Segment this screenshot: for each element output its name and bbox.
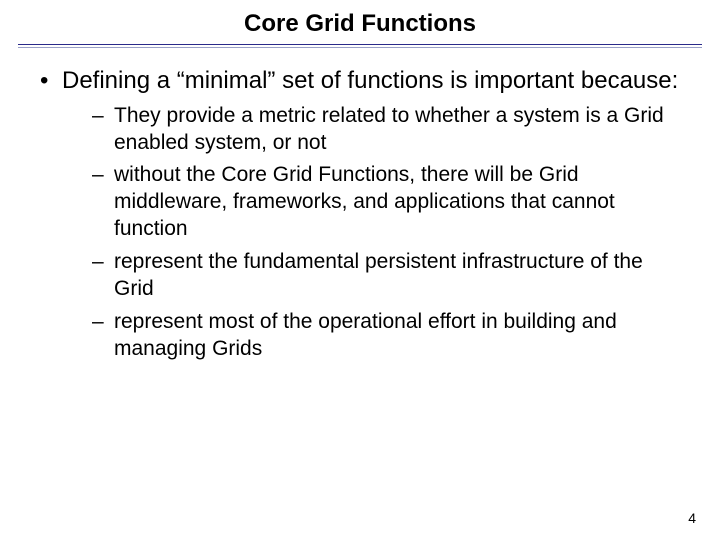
sub-bullet-text: They provide a metric related to whether… <box>114 104 664 154</box>
bullet-list-level2: They provide a metric related to whether… <box>62 103 680 363</box>
sub-bullet-item: They provide a metric related to whether… <box>92 103 680 157</box>
bullet-list-level1: Defining a “minimal” set of functions is… <box>40 66 680 363</box>
sub-bullet-text: without the Core Grid Functions, there w… <box>114 163 615 240</box>
sub-bullet-item: represent most of the operational effort… <box>92 309 680 363</box>
sub-bullet-text: represent most of the operational effort… <box>114 310 617 360</box>
page-number: 4 <box>688 510 696 526</box>
sub-bullet-text: represent the fundamental persistent inf… <box>114 250 643 300</box>
bullet-text: Defining a “minimal” set of functions is… <box>62 67 678 94</box>
slide: Core Grid Functions Defining a “minimal”… <box>0 0 720 540</box>
sub-bullet-item: without the Core Grid Functions, there w… <box>92 162 680 243</box>
slide-title: Core Grid Functions <box>0 0 720 44</box>
bullet-item: Defining a “minimal” set of functions is… <box>40 66 680 363</box>
sub-bullet-item: represent the fundamental persistent inf… <box>92 249 680 303</box>
content-area: Defining a “minimal” set of functions is… <box>0 48 720 363</box>
title-underline-primary <box>18 44 702 45</box>
